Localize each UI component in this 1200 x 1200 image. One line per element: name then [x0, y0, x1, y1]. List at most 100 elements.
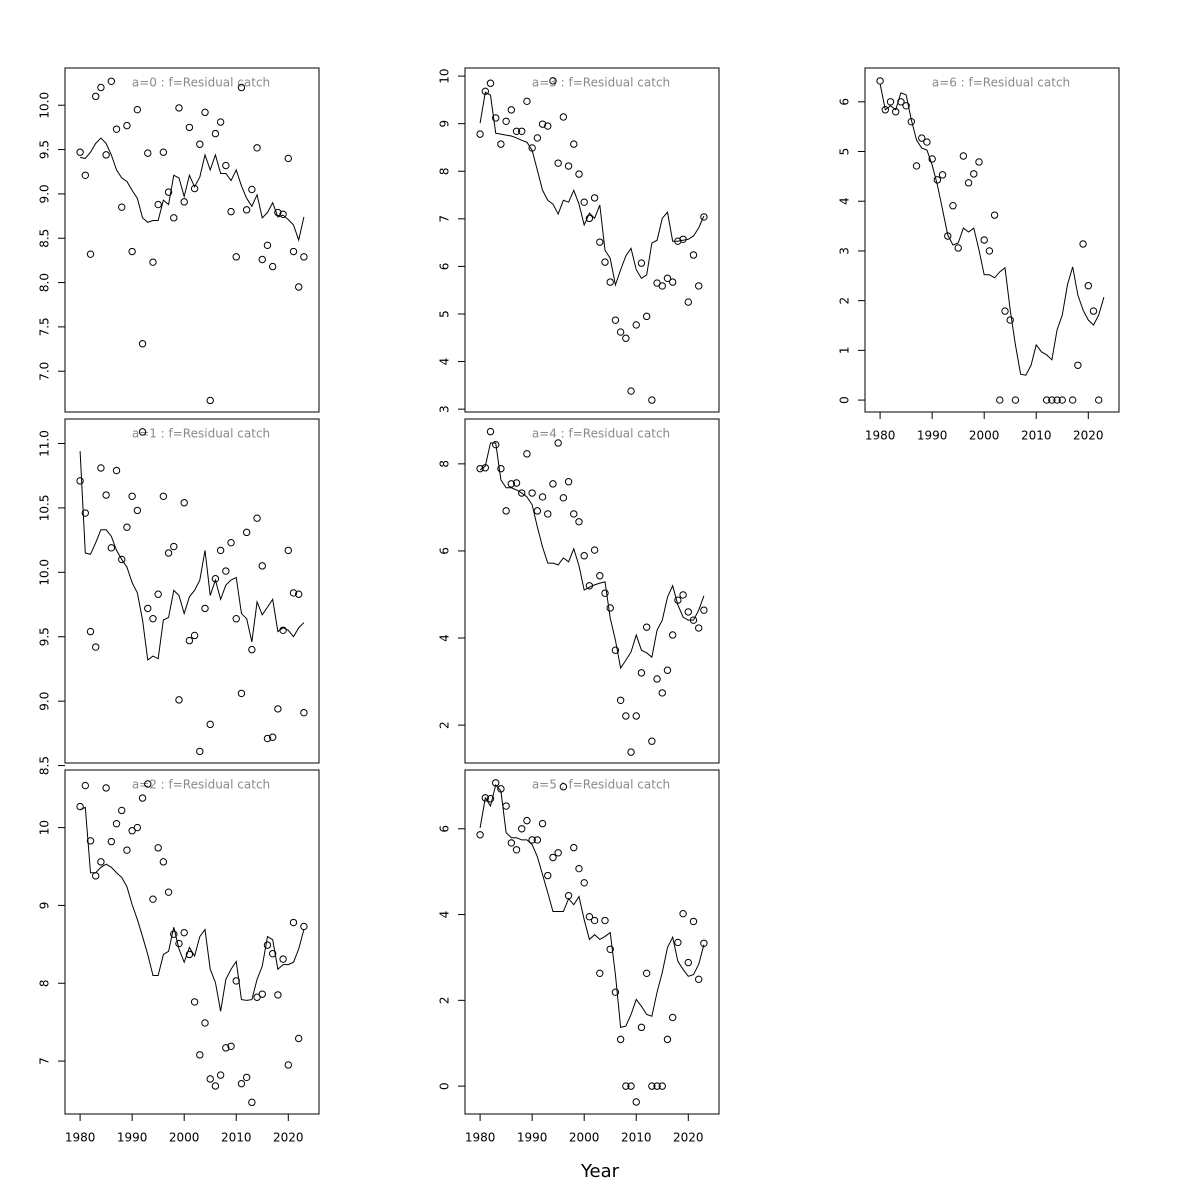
observed-point [149, 895, 157, 903]
observed-point [289, 918, 298, 927]
observed-point [627, 1082, 635, 1090]
observed-point [263, 941, 272, 949]
observed-point [695, 975, 703, 984]
observed-point [492, 114, 500, 122]
observed-point [237, 83, 246, 92]
observed-point [554, 439, 562, 447]
observed-point [689, 616, 698, 624]
x-tick-label: 1990 [917, 429, 948, 443]
observed-point [564, 891, 573, 900]
observed-point [627, 748, 635, 756]
observed-point [1058, 396, 1066, 404]
y-tick-label: 2 [838, 297, 852, 305]
observed-point [211, 1082, 220, 1090]
plot-frame [464, 418, 720, 764]
observed-point [881, 106, 889, 114]
y-tick-label: 4 [838, 197, 852, 205]
y-tick-label: 9 [438, 120, 452, 128]
plot-frame [64, 418, 320, 764]
fitted-line [879, 83, 1105, 376]
observed-point [476, 464, 484, 473]
observed-point [1095, 396, 1103, 404]
observed-point [201, 1019, 209, 1027]
observed-point [123, 523, 131, 531]
observed-point [190, 631, 199, 640]
observed-point [684, 298, 692, 306]
y-tick-label: 6 [438, 825, 452, 833]
x-tick-label: 1980 [65, 1131, 96, 1145]
observed-point [886, 98, 895, 106]
observed-point [232, 977, 240, 985]
observed-point [663, 274, 672, 283]
observed-point [175, 104, 183, 112]
observed-point [201, 108, 209, 117]
observed-point [533, 836, 542, 844]
observed-point [585, 912, 594, 921]
observed-point [242, 1073, 251, 1082]
observed-point [227, 1042, 235, 1050]
plot-frame [64, 769, 320, 1115]
observed-point [102, 151, 110, 159]
observed-point [242, 528, 251, 537]
observed-point [632, 1098, 640, 1106]
observed-point [902, 102, 910, 110]
observed-point [606, 945, 614, 953]
fitted-line [479, 783, 705, 1028]
observed-point [300, 709, 308, 717]
y-tick-label: 7.5 [38, 317, 52, 336]
observed-point [585, 214, 594, 223]
observed-point [1011, 396, 1020, 404]
observed-point [596, 238, 604, 246]
x-tick-label: 2020 [673, 1131, 704, 1145]
observed-point [97, 858, 105, 866]
observed-point [149, 615, 157, 623]
observed-point [502, 802, 510, 810]
observed-point [112, 466, 121, 475]
observed-point [486, 427, 495, 436]
observed-point [284, 1061, 292, 1069]
observed-point [232, 615, 240, 623]
observed-point [206, 720, 214, 729]
observed-point [695, 624, 703, 632]
y-tick-label: 3 [838, 247, 852, 255]
observed-point [486, 795, 495, 803]
observed-point [185, 950, 194, 959]
y-tick-label: 10.0 [38, 92, 52, 119]
observed-point [180, 928, 188, 937]
observed-point [492, 440, 500, 449]
observed-point [222, 567, 230, 575]
observed-point [507, 106, 516, 114]
observed-point [559, 494, 568, 502]
observed-point [268, 262, 277, 271]
observed-point [253, 144, 261, 152]
observed-point [476, 831, 484, 839]
observed-point [263, 241, 272, 250]
observed-point [216, 546, 225, 555]
observed-point [590, 916, 599, 925]
observed-point [159, 858, 168, 866]
panel-title: a=4 : f=Residual catch [532, 427, 670, 441]
panel-title: a=0 : f=Residual catch [132, 76, 270, 90]
observed-point [295, 1034, 303, 1043]
observed-point [990, 211, 999, 219]
y-tick-label: 6 [438, 547, 452, 555]
observed-point [538, 493, 547, 501]
observed-point [492, 779, 500, 787]
observed-point [996, 396, 1004, 404]
observed-point [123, 121, 131, 130]
observed-point [580, 552, 588, 560]
observed-point [144, 604, 152, 613]
observed-point [570, 843, 578, 852]
observed-point [668, 631, 677, 639]
x-tick-label: 2010 [1021, 429, 1052, 443]
observed-point [175, 939, 183, 948]
observed-point [928, 155, 936, 163]
observed-point [295, 283, 303, 291]
x-tick-label: 2010 [621, 1131, 652, 1145]
observed-point [523, 450, 531, 458]
y-tick-label: 9.5 [38, 140, 52, 159]
observed-point [658, 1082, 666, 1090]
observed-point [92, 643, 100, 651]
observed-point [601, 589, 609, 597]
